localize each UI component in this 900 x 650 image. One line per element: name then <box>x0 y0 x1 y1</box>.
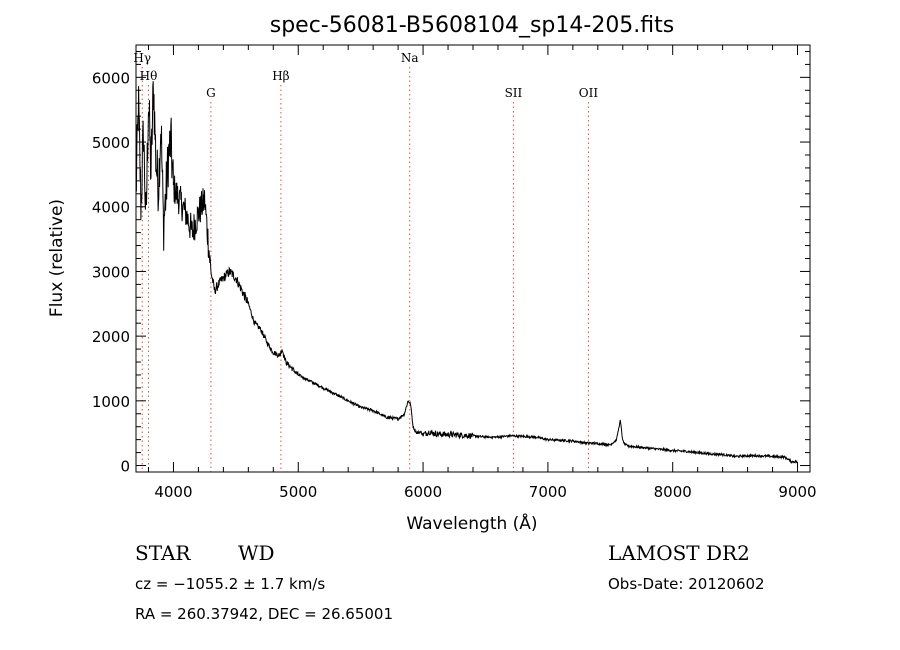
x-tick-label: 4000 <box>154 483 192 501</box>
plot-frame <box>135 44 811 473</box>
info-cz: cz = −1055.2 ± 1.7 km/s <box>135 575 325 593</box>
info-class: STAR <box>135 541 191 565</box>
y-tick-label: 6000 <box>92 69 130 87</box>
y-tick-label: 4000 <box>92 199 130 217</box>
spectral-line-label: OII <box>579 86 599 100</box>
y-axis-label: Flux (relative) <box>47 199 67 317</box>
x-tick-label: 9000 <box>778 483 816 501</box>
x-axis-label: Wavelength (Å) <box>406 512 537 534</box>
info-subclass: WD <box>238 541 275 565</box>
x-tick-label: 8000 <box>654 483 692 501</box>
info-obsdate: Obs-Date: 20120602 <box>608 575 765 593</box>
spectral-line-label: G <box>206 86 216 100</box>
axes: 4000 5000 6000 7000 8000 9000 0 1000 2000 3000 400… <box>92 44 817 501</box>
info-radec: RA = 260.37942, DEC = 26.65001 <box>135 605 393 623</box>
chart-title: spec-56081-B5608104_sp14-205.fits <box>270 13 675 38</box>
spectral-line-label: Hθ <box>140 69 158 83</box>
spectrum-line <box>135 81 798 465</box>
x-tick-label: 5000 <box>279 483 317 501</box>
y-tick-label: 1000 <box>92 393 130 411</box>
x-tick-label: 6000 <box>404 483 442 501</box>
spectral-line-label: SII <box>505 86 523 100</box>
spectral-line-label: Na <box>401 51 419 65</box>
y-tick-label: 0 <box>120 458 130 476</box>
spectral-line-label: Hγ <box>133 51 151 65</box>
y-tick-label: 3000 <box>92 263 130 281</box>
spectral-line-markers: Hγ Hθ G Hβ Na SII OII <box>133 51 598 472</box>
spectral-line-label: Hβ <box>272 69 289 83</box>
x-tick-label: 7000 <box>529 483 567 501</box>
spectrum-series <box>135 81 798 465</box>
info-survey: LAMOST DR2 <box>608 541 750 565</box>
y-tick-label: 2000 <box>92 328 130 346</box>
y-tick-label: 5000 <box>92 134 130 152</box>
